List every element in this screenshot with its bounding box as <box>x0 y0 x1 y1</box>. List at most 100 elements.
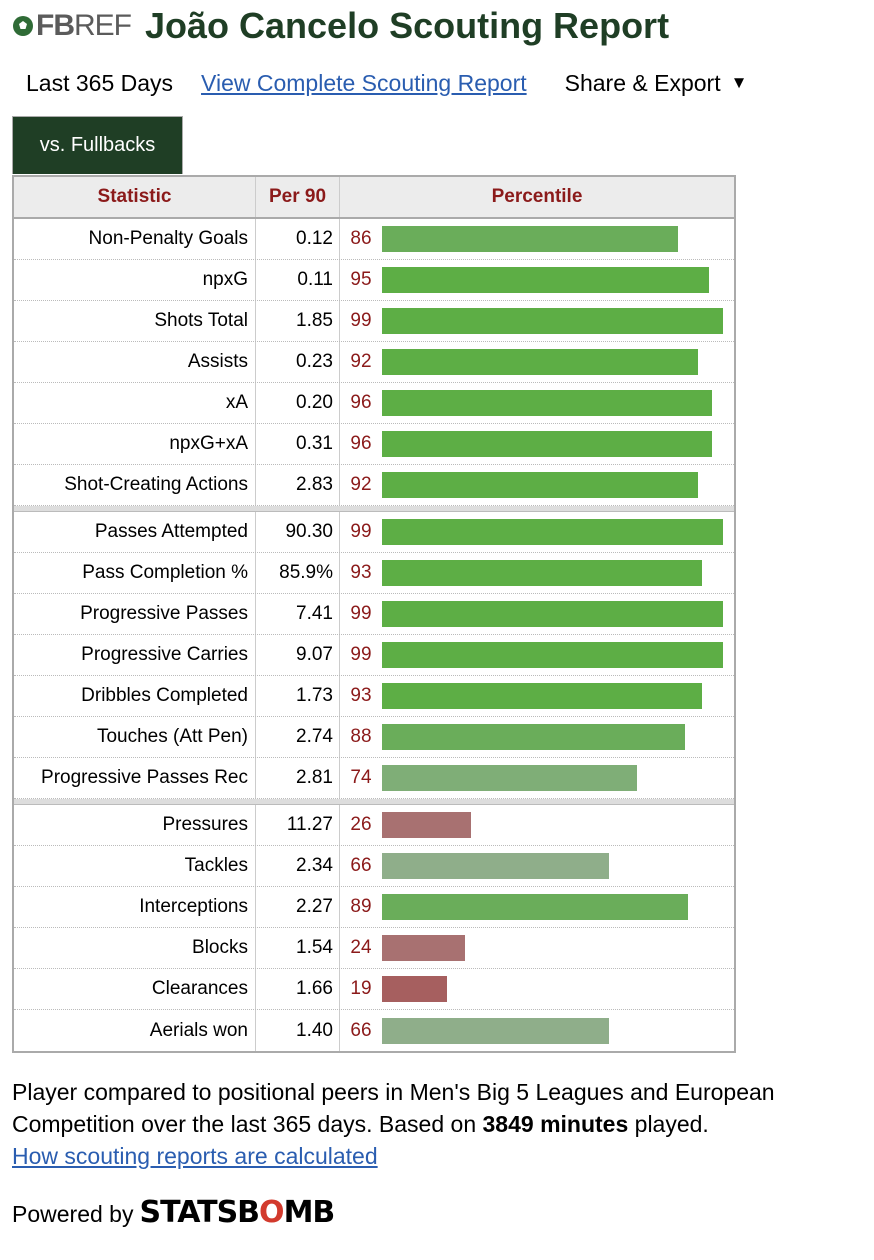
table-row: npxG+xA 0.31 96 <box>14 424 734 465</box>
table-row: Progressive Carries 9.07 99 <box>14 635 734 676</box>
percentile-value: 74 <box>350 767 372 788</box>
percentile-value: 66 <box>350 1019 372 1041</box>
percentile-value: 99 <box>350 310 372 331</box>
table-body: Non-Penalty Goals 0.12 86 npxG 0.11 95 Shots T… <box>14 219 734 1051</box>
percentile-cell: 93 <box>340 553 734 593</box>
percentile-value: 99 <box>350 603 372 624</box>
percentile-cell: 19 <box>340 969 734 1009</box>
statsbomb-logo[interactable]: STATSBOMB <box>139 1198 335 1228</box>
percentile-value: 99 <box>350 644 372 665</box>
percentile-cell: 96 <box>340 424 734 464</box>
logo-fb-text: FB <box>36 9 75 42</box>
table-row: Pressures 11.27 26 <box>14 805 734 846</box>
share-export-label: Share & Export <box>564 69 721 96</box>
percentile-bar-track <box>382 935 726 961</box>
percentile-value: 95 <box>350 269 372 290</box>
percentile-cell: 26 <box>340 805 734 845</box>
percentile-value: 19 <box>350 978 372 999</box>
stat-per90: 1.73 <box>256 676 340 716</box>
stat-per90: 11.27 <box>256 805 340 845</box>
stat-name: npxG+xA <box>14 424 256 464</box>
percentile-bar <box>382 226 678 252</box>
stat-name: Touches (Att Pen) <box>14 717 256 757</box>
percentile-cell: 96 <box>340 383 734 423</box>
percentile-bar <box>382 308 723 334</box>
percentile-bar <box>382 765 637 791</box>
stat-per90: 9.07 <box>256 635 340 675</box>
stat-name: Passes Attempted <box>14 512 256 552</box>
percentile-bar <box>382 560 702 586</box>
percentile-bar-track <box>382 308 726 334</box>
percentile-value: 93 <box>350 685 372 706</box>
stat-per90: 7.41 <box>256 594 340 634</box>
table-row: Progressive Passes Rec 2.81 74 <box>14 758 734 799</box>
table-row: npxG 0.11 95 <box>14 260 734 301</box>
calculation-link[interactable]: How scouting reports are calculated <box>12 1143 378 1169</box>
stat-per90: 1.40 <box>256 1010 340 1051</box>
table-row: Interceptions 2.27 89 <box>14 887 734 928</box>
table-row: Non-Penalty Goals 0.12 86 <box>14 219 734 260</box>
percentile-bar <box>382 724 685 750</box>
percentile-bar-track <box>382 472 726 498</box>
percentile-bar-track <box>382 724 726 750</box>
stat-name: Tackles <box>14 846 256 886</box>
stat-per90: 0.23 <box>256 342 340 382</box>
percentile-cell: 88 <box>340 717 734 757</box>
percentile-value: 88 <box>350 726 372 747</box>
percentile-bar-track <box>382 349 726 375</box>
percentile-bar <box>382 349 699 375</box>
logo-ref-text: REF <box>74 9 132 42</box>
percentile-bar-track <box>382 894 726 920</box>
percentile-cell: 99 <box>340 635 734 675</box>
percentile-bar-track <box>382 226 726 252</box>
stat-name: Dribbles Completed <box>14 676 256 716</box>
stat-per90: 90.30 <box>256 512 340 552</box>
stat-name: Non-Penalty Goals <box>14 219 256 259</box>
header-per90[interactable]: Per 90 <box>256 177 340 217</box>
stat-per90: 1.66 <box>256 969 340 1009</box>
percentile-bar <box>382 642 723 668</box>
stat-per90: 0.12 <box>256 219 340 259</box>
stat-per90: 2.81 <box>256 758 340 798</box>
stat-per90: 2.27 <box>256 887 340 927</box>
stat-per90: 1.54 <box>256 928 340 968</box>
fbref-logo[interactable]: FB REF <box>12 9 132 43</box>
percentile-cell: 99 <box>340 594 734 634</box>
percentile-bar <box>382 1017 610 1044</box>
percentile-bar-track <box>382 683 726 709</box>
stat-name: Shot-Creating Actions <box>14 465 256 505</box>
percentile-bar <box>382 431 713 457</box>
stat-name: Interceptions <box>14 887 256 927</box>
page-title: João Cancelo Scouting Report <box>145 5 670 46</box>
tab-vs-fullbacks[interactable]: vs. Fullbacks <box>12 116 183 174</box>
complete-report-link[interactable]: View Complete Scouting Report <box>201 69 527 96</box>
stat-name: Clearances <box>14 969 256 1009</box>
percentile-value: 92 <box>350 474 372 495</box>
stat-per90: 85.9% <box>256 553 340 593</box>
stat-name: Progressive Passes Rec <box>14 758 256 798</box>
share-export-menu[interactable]: Share & Export ▼ <box>565 70 748 97</box>
table-row: Passes Attempted 90.30 99 <box>14 512 734 553</box>
percentile-bar-track <box>382 560 726 586</box>
percentile-bar-track <box>382 853 726 879</box>
percentile-value: 26 <box>350 814 372 835</box>
header-statistic[interactable]: Statistic <box>14 177 256 217</box>
percentile-value: 96 <box>350 392 372 413</box>
stat-per90: 2.34 <box>256 846 340 886</box>
stat-per90: 0.20 <box>256 383 340 423</box>
percentile-cell: 24 <box>340 928 734 968</box>
percentile-cell: 99 <box>340 512 734 552</box>
stat-per90: 0.31 <box>256 424 340 464</box>
footnote-text-end: played. <box>628 1111 709 1137</box>
percentile-bar-track <box>382 1017 726 1044</box>
stat-per90: 0.11 <box>256 260 340 300</box>
table-row: Blocks 1.54 24 <box>14 928 734 969</box>
scouting-table: Statistic Per 90 Percentile Non-Penalty … <box>12 175 736 1053</box>
percentile-bar <box>382 894 689 920</box>
percentile-bar <box>382 683 702 709</box>
stat-name: npxG <box>14 260 256 300</box>
header-percentile[interactable]: Percentile <box>491 186 583 207</box>
report-footnote: Player compared to positional peers in M… <box>12 1076 862 1172</box>
percentile-bar <box>382 390 713 416</box>
stat-name: Pressures <box>14 805 256 845</box>
